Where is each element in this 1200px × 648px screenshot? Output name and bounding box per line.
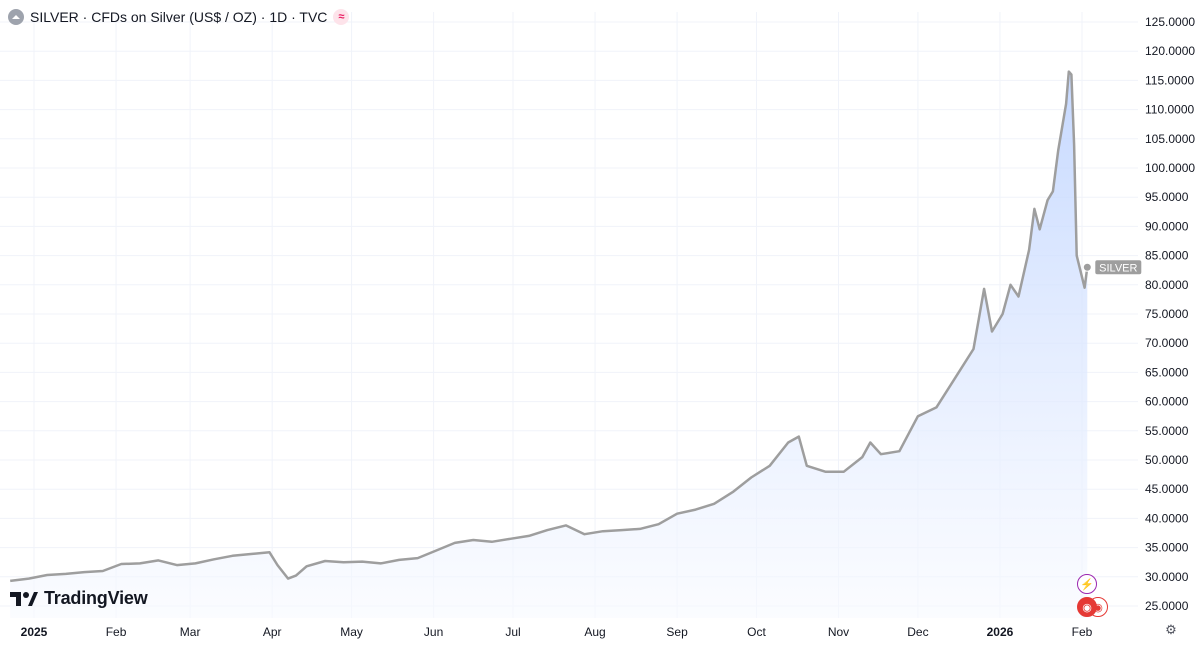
y-tick-label: 80.0000 xyxy=(1145,278,1189,292)
series-line-silver xyxy=(10,70,1089,583)
x-tick-label: Jul xyxy=(505,625,520,639)
brand-name: TradingView xyxy=(44,588,148,608)
x-tick-label: 2025 xyxy=(21,625,48,639)
silver-icon[interactable] xyxy=(8,9,24,25)
gear-icon[interactable]: ⚙ xyxy=(1165,622,1177,637)
y-tick-label: 85.0000 xyxy=(1145,249,1189,263)
x-tick-label: Feb xyxy=(1072,625,1093,639)
series-area-silver xyxy=(10,71,1088,619)
flash-icon[interactable]: ⚡ xyxy=(1077,574,1097,594)
y-tick-label: 125.0000 xyxy=(1145,15,1195,29)
approx-badge-icon[interactable]: ≈ xyxy=(333,9,350,25)
y-tick-label: 45.0000 xyxy=(1145,482,1189,496)
y-tick-label: 40.0000 xyxy=(1145,511,1189,525)
y-tick-label: 95.0000 xyxy=(1145,190,1189,204)
tradingview-logo[interactable]: TradingView xyxy=(10,588,148,609)
y-tick-label: 105.0000 xyxy=(1145,132,1195,146)
x-tick-label: Feb xyxy=(106,625,127,639)
y-tick-label: 100.0000 xyxy=(1145,161,1195,175)
y-tick-label: 75.0000 xyxy=(1145,307,1189,321)
chart-header: SILVER · CFDs on Silver (US$ / OZ) · 1D … xyxy=(8,6,350,28)
symbol-title[interactable]: SILVER · CFDs on Silver (US$ / OZ) · 1D … xyxy=(30,9,328,25)
last-value-label-bg xyxy=(1095,260,1142,275)
x-tick-label: 2026 xyxy=(987,625,1014,639)
x-tick-label: Sep xyxy=(666,625,688,639)
y-tick-label: 110.0000 xyxy=(1145,103,1194,117)
currency-flag-icon[interactable]: ◉ xyxy=(1077,597,1097,617)
y-tick-label: 90.0000 xyxy=(1145,219,1189,233)
y-tick-label: 120.0000 xyxy=(1145,44,1195,58)
y-tick-label: 60.0000 xyxy=(1145,395,1189,409)
tradingview-logo-icon xyxy=(10,591,38,606)
x-tick-label: Apr xyxy=(263,625,282,639)
y-tick-label: 115.0000 xyxy=(1145,73,1194,87)
y-tick-label: 55.0000 xyxy=(1145,424,1189,438)
x-tick-label: Mar xyxy=(180,625,201,639)
y-tick-label: 50.0000 xyxy=(1145,453,1189,467)
y-tick-label: 35.0000 xyxy=(1145,541,1189,555)
y-tick-label: 65.0000 xyxy=(1145,365,1189,379)
y-tick-label: 30.0000 xyxy=(1145,570,1189,584)
x-tick-label: Jun xyxy=(424,625,443,639)
x-tick-label: Aug xyxy=(584,625,605,639)
last-point-marker xyxy=(1082,262,1092,272)
y-tick-label: 25.0000 xyxy=(1145,599,1189,613)
x-tick-label: Nov xyxy=(828,625,849,639)
x-tick-label: Oct xyxy=(747,625,766,639)
x-tick-label: Dec xyxy=(907,625,928,639)
y-tick-label: 70.0000 xyxy=(1145,336,1189,350)
x-tick-label: May xyxy=(340,625,363,639)
last-value-label: SILVER xyxy=(1099,262,1137,274)
